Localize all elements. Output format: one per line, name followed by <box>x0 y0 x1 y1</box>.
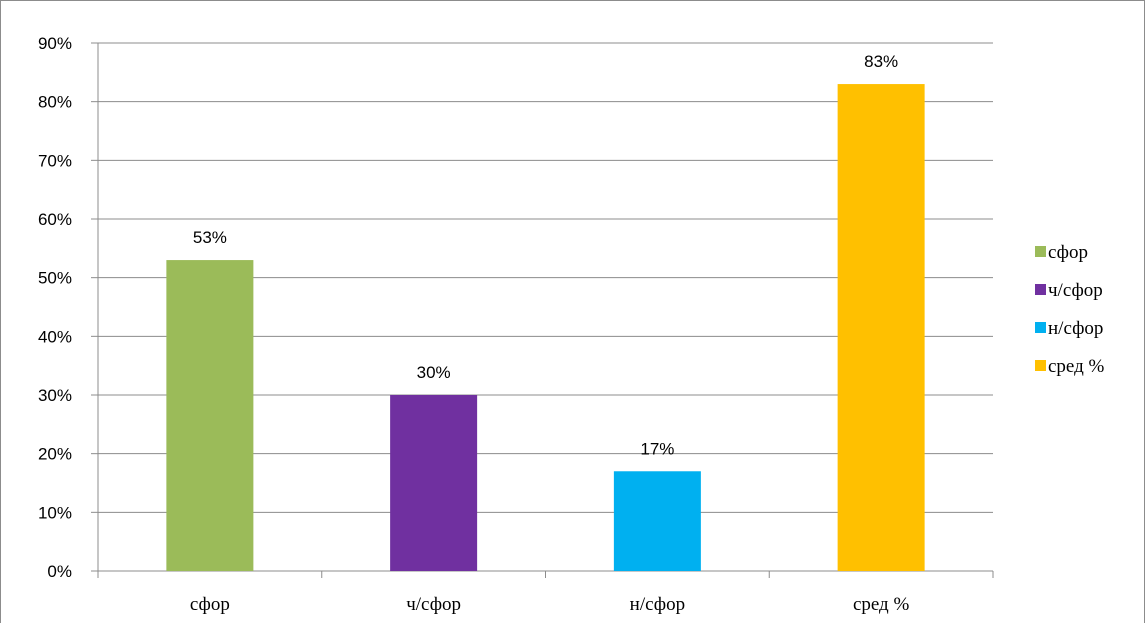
legend-label: ч/сфор <box>1048 280 1103 301</box>
bars <box>166 84 925 572</box>
data-label: 17% <box>640 439 674 458</box>
y-tick-label: 50% <box>38 269 72 288</box>
y-tick-label: 70% <box>38 151 72 170</box>
category-label: ч/сфор <box>406 594 461 615</box>
legend-label: н/сфор <box>1048 318 1103 339</box>
y-tick-label: 60% <box>38 210 72 229</box>
y-tick-label: 30% <box>38 386 72 405</box>
data-label: 53% <box>193 228 227 247</box>
legend-label: сфор <box>1048 242 1088 263</box>
legend: сфор ч/сфор н/сфор сред % <box>1035 242 1105 377</box>
y-tick-label: 10% <box>38 503 72 522</box>
bar <box>166 260 254 571</box>
legend-swatch <box>1035 246 1046 257</box>
y-tick-label: 90% <box>38 34 72 53</box>
bar <box>613 471 701 571</box>
y-tick-label: 40% <box>38 327 72 346</box>
category-label: сфор <box>190 594 230 615</box>
y-axis-tick-labels: 0% 10% 20% 30% 40% 50% 60% 70% 80% 90% <box>38 34 72 581</box>
legend-swatch <box>1035 360 1046 371</box>
data-labels: 53% 30% 17% 83% <box>193 52 898 458</box>
y-tick-label: 0% <box>47 562 72 581</box>
y-tick-label: 80% <box>38 93 72 112</box>
legend-swatch <box>1035 322 1046 333</box>
data-label: 83% <box>864 52 898 71</box>
category-label: сред % <box>853 594 910 615</box>
bar <box>390 395 478 571</box>
legend-label: сред % <box>1048 356 1105 377</box>
category-label: н/сфор <box>630 594 685 615</box>
data-label: 30% <box>417 363 451 382</box>
bar <box>837 84 925 572</box>
y-tick-label: 20% <box>38 445 72 464</box>
legend-swatch <box>1035 284 1046 295</box>
x-axis-category-labels: сфор ч/сфор н/сфор сред % <box>190 594 910 615</box>
